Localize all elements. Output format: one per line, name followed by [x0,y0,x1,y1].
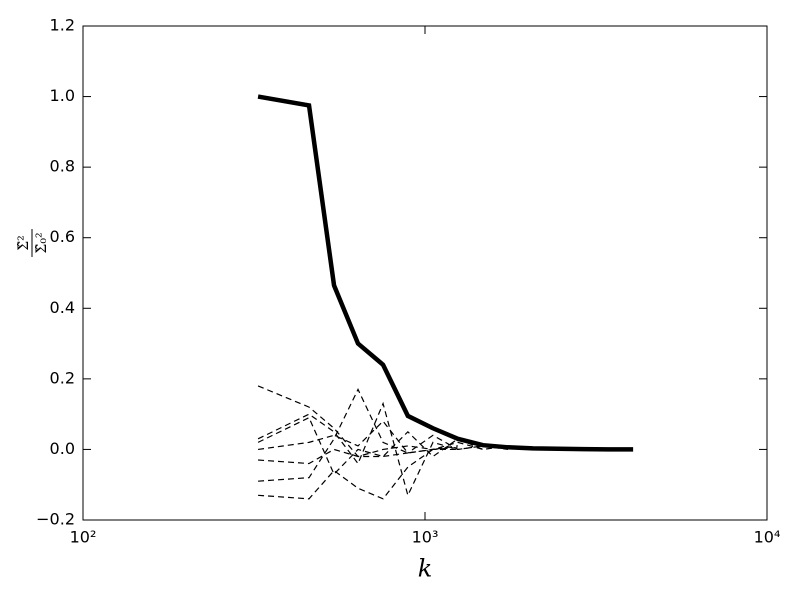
series-line [257,420,484,454]
series-line [258,388,458,482]
y-tick-label: 0.6 [50,227,75,246]
series-line [257,401,484,498]
y-axis-label: Σ̂² Σ̂₀² [16,229,50,257]
series-line [257,385,458,458]
y-label-numerator: Σ̂² [16,235,32,251]
x-axis-label: k [418,555,433,583]
y-tick-label: −0.2 [36,510,75,529]
y-tick-label: 0.0 [50,439,75,458]
y-tick-label: 1.0 [50,86,75,105]
y-tick-label: 0.2 [50,368,75,387]
y-tick-label: 1.2 [50,16,75,35]
series-line [258,434,509,465]
x-tick-label: 10⁴ [754,528,781,547]
y-tick-label: 0.8 [50,157,75,176]
plot-frame [82,25,768,521]
y-tick-label: 0.4 [50,298,75,317]
x-tick-label: 10³ [412,528,439,547]
y-label-denominator: Σ̂₀² [34,232,50,253]
x-tick-label: 10² [70,528,97,547]
series-line [257,94,634,452]
